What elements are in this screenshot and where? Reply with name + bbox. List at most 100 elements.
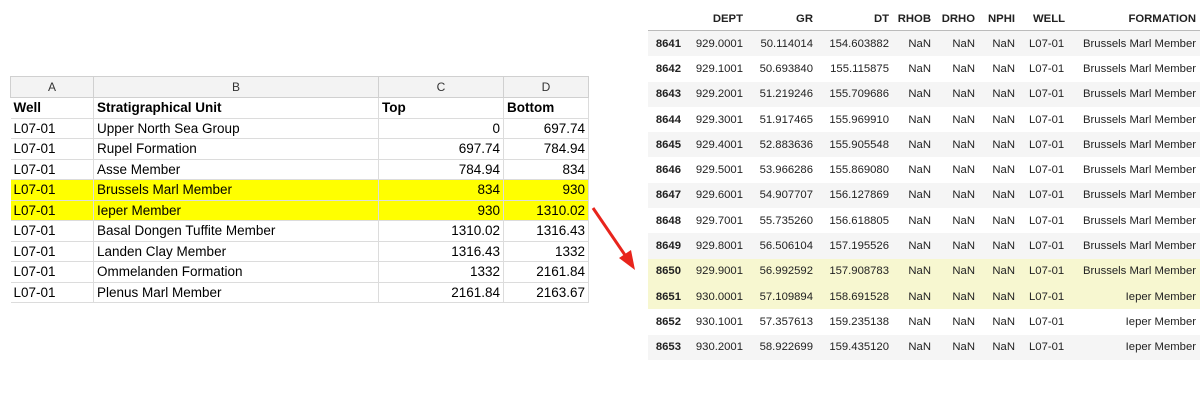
df-cell: Ieper Member: [1125, 341, 1196, 354]
df-row: 8649 929.8001 56.506104 157.195526 NaN NaN NaN…: [648, 233, 1200, 259]
df-cell: Ieper Member: [1125, 315, 1196, 328]
sheet-cell: L07-01: [10, 200, 94, 221]
df-cell: Brussels Marl Member: [1083, 62, 1196, 75]
df-cell: NaN: [992, 138, 1015, 151]
header-row: Well Stratigraphical Unit Top Bottom: [10, 97, 589, 119]
sheet-cell: 1316.43: [503, 220, 589, 242]
df-cell: 54.907707: [759, 189, 813, 202]
df-cell: NaN: [992, 164, 1015, 177]
row-index: 8653: [655, 341, 681, 354]
df-cell: 157.908783: [829, 265, 889, 278]
row-index: 8650: [655, 265, 681, 278]
column-header: WELL: [1019, 8, 1069, 31]
df-cell: L07-01: [1029, 240, 1065, 253]
df-row: 8652 930.1001 57.357613 159.235138 NaN NaN NaN…: [648, 309, 1200, 334]
df-cell: 53.966286: [759, 164, 813, 177]
row-index: 8649: [655, 240, 681, 253]
column-header: NPHI: [979, 8, 1019, 31]
sheet-cell: Asse Member: [93, 159, 379, 180]
df-cell: L07-01: [1029, 341, 1065, 354]
df-cell: NaN: [952, 189, 975, 202]
df-cell: 154.603882: [829, 37, 889, 50]
df-cell: Brussels Marl Member: [1083, 138, 1196, 151]
df-cell: 57.357613: [759, 315, 813, 328]
df-cell: L07-01: [1029, 290, 1065, 303]
dataframe: DEPT GR DT RHOB DRHO NPHI WELL FORMATION 8641 929…: [648, 8, 1200, 360]
df-cell: 155.869080: [829, 164, 889, 177]
df-cell: NaN: [908, 189, 931, 202]
df-cell: L07-01: [1029, 214, 1065, 227]
df-row: 8645 929.4001 52.883636 155.905548 NaN NaN NaN…: [648, 132, 1200, 158]
sheet-row: L07-01 Plenus Marl Member 2161.84 2163.67: [10, 282, 589, 303]
df-row: 8646 929.5001 53.966286 155.869080 NaN NaN NaN…: [648, 157, 1200, 182]
sheet-cell: 1316.43: [378, 241, 504, 262]
df-cell: NaN: [952, 62, 975, 75]
column-header: DT: [817, 8, 893, 31]
df-cell: NaN: [908, 37, 931, 50]
df-row: 8651 930.0001 57.109894 158.691528 NaN NaN NaN…: [648, 283, 1200, 310]
df-cell: NaN: [952, 113, 975, 126]
column-letter: B: [93, 76, 379, 98]
df-row: 8644 929.3001 51.917465 155.969910 NaN NaN NaN…: [648, 107, 1200, 132]
sheet-cell: 784.94: [378, 159, 504, 180]
arrow: [591, 207, 635, 270]
sheet-cell: L07-01: [10, 282, 94, 303]
sheet-cell: 1332: [378, 261, 504, 283]
df-cell: 158.691528: [829, 290, 889, 303]
df-cell: Brussels Marl Member: [1083, 37, 1196, 50]
df-cell: 58.922699: [759, 341, 813, 354]
df-cell: NaN: [952, 341, 975, 354]
column-letter: A: [10, 76, 94, 98]
df-cell: 929.9001: [695, 265, 743, 278]
df-cell: L07-01: [1029, 265, 1065, 278]
df-cell: 52.883636: [759, 138, 813, 151]
sheet-row: L07-01 Asse Member 784.94 834: [10, 159, 589, 180]
df-cell: 929.4001: [695, 138, 743, 151]
df-cell: NaN: [952, 37, 975, 50]
df-cell: Ieper Member: [1125, 290, 1196, 303]
df-cell: L07-01: [1029, 37, 1065, 50]
sheet-row: L07-01 Brussels Marl Member 834 930: [10, 179, 589, 201]
arrow-head: [619, 250, 635, 270]
sheet-cell: Upper North Sea Group: [93, 118, 379, 139]
df-cell: 159.435120: [829, 341, 889, 354]
row-index: 8643: [655, 88, 681, 101]
sheet-row: L07-01 Landen Clay Member 1316.43 1332: [10, 241, 589, 262]
df-row: 8647 929.6001 54.907707 156.127869 NaN NaN NaN…: [648, 182, 1200, 209]
column-header: RHOB: [893, 8, 935, 31]
df-cell: NaN: [952, 240, 975, 253]
column-letter: C: [378, 76, 504, 98]
df-cell: NaN: [992, 62, 1015, 75]
df-cell: NaN: [992, 341, 1015, 354]
df-cell: 56.506104: [759, 240, 813, 253]
df-cell: 57.109894: [759, 290, 813, 303]
df-cell: NaN: [908, 265, 931, 278]
sheet-cell: 930: [378, 200, 504, 221]
df-cell: NaN: [908, 341, 931, 354]
df-row: 8643 929.2001 51.219246 155.709686 NaN NaN NaN…: [648, 81, 1200, 107]
row-index: 8645: [655, 138, 681, 151]
sheet-cell: 784.94: [503, 138, 589, 160]
df-cell: NaN: [992, 189, 1015, 202]
sheet-cell: 697.74: [503, 118, 589, 139]
header-cell: Well: [10, 97, 94, 119]
df-cell: L07-01: [1029, 62, 1065, 75]
sheet-cell: 697.74: [378, 138, 504, 160]
df-cell: Brussels Marl Member: [1083, 240, 1196, 253]
row-index: 8651: [655, 290, 681, 303]
df-cell: NaN: [908, 290, 931, 303]
df-cell: 929.0001: [695, 37, 743, 50]
sheet-cell: L07-01: [10, 159, 94, 180]
df-cell: 155.115875: [830, 62, 889, 75]
sheet-cell: Ommelanden Formation: [93, 261, 379, 283]
df-cell: 929.3001: [695, 113, 743, 126]
index-header: [648, 8, 685, 31]
df-cell: NaN: [952, 138, 975, 151]
df-cell: 929.6001: [695, 189, 743, 202]
df-cell: 929.5001: [695, 164, 743, 177]
df-cell: NaN: [992, 37, 1015, 50]
row-index: 8642: [655, 62, 681, 75]
df-cell: Brussels Marl Member: [1083, 214, 1196, 227]
sheet-row: L07-01 Rupel Formation 697.74 784.94: [10, 138, 589, 160]
